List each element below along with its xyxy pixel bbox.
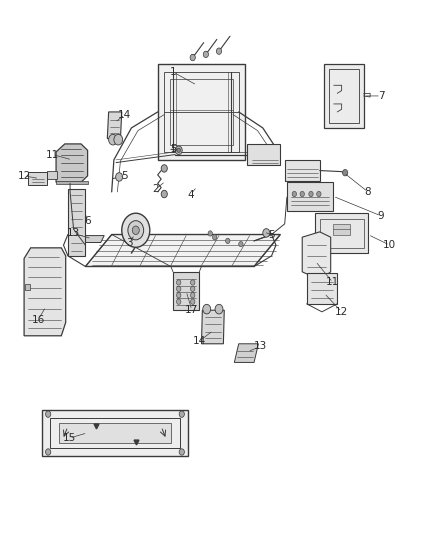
Text: 2: 2 [152,184,159,194]
Circle shape [122,213,150,247]
Circle shape [191,299,195,304]
Circle shape [177,293,181,298]
Circle shape [175,146,182,155]
Circle shape [114,134,123,145]
Circle shape [226,238,230,244]
Text: 11: 11 [326,278,339,287]
Circle shape [190,54,195,61]
Text: 5: 5 [268,230,275,239]
Text: 6: 6 [84,216,91,226]
Circle shape [239,241,243,247]
Circle shape [46,449,51,455]
Polygon shape [42,410,188,456]
Polygon shape [234,344,258,362]
Circle shape [161,165,167,172]
Polygon shape [173,272,199,310]
Text: 14: 14 [193,336,206,346]
Circle shape [177,280,181,285]
Text: 13: 13 [67,229,80,238]
Circle shape [191,293,195,298]
Text: 12: 12 [335,307,348,317]
Circle shape [191,280,195,285]
Circle shape [179,449,184,455]
Text: 4: 4 [187,190,194,199]
Circle shape [191,286,195,292]
Polygon shape [158,64,245,160]
Text: 9: 9 [378,211,385,221]
Circle shape [177,286,181,292]
Circle shape [208,231,212,236]
Text: 14: 14 [118,110,131,119]
Text: 17: 17 [185,305,198,315]
Text: 7: 7 [378,91,385,101]
Circle shape [317,191,321,197]
Polygon shape [56,181,88,184]
Polygon shape [201,310,224,344]
Circle shape [177,299,181,304]
Text: 1: 1 [170,67,177,77]
Circle shape [300,191,304,197]
Circle shape [116,173,123,181]
Circle shape [215,304,223,314]
Text: 12: 12 [18,171,31,181]
Text: 16: 16 [32,315,45,325]
Circle shape [343,169,348,176]
Circle shape [109,134,117,145]
Circle shape [292,191,297,197]
Polygon shape [24,248,66,336]
Polygon shape [324,64,364,128]
Polygon shape [25,284,30,290]
Text: 8: 8 [364,187,371,197]
Circle shape [212,235,217,240]
Circle shape [216,48,222,54]
Polygon shape [247,144,280,165]
Polygon shape [47,171,57,179]
Circle shape [177,148,180,152]
Circle shape [263,229,270,237]
Text: 11: 11 [46,150,59,159]
Polygon shape [82,236,104,243]
Text: 3: 3 [126,238,133,247]
Circle shape [128,221,144,240]
Polygon shape [56,144,88,182]
Polygon shape [85,235,280,266]
Polygon shape [333,224,350,235]
Text: 5: 5 [170,144,177,154]
Circle shape [161,190,167,198]
Polygon shape [59,423,171,443]
Text: 15: 15 [63,433,76,443]
Polygon shape [287,182,333,211]
Text: 13: 13 [254,342,267,351]
Circle shape [309,191,313,197]
Circle shape [46,411,51,417]
Circle shape [132,226,139,235]
Polygon shape [302,232,331,280]
Polygon shape [307,273,337,304]
Circle shape [179,411,184,417]
Polygon shape [315,213,368,253]
Circle shape [203,304,211,314]
Polygon shape [285,160,320,181]
Text: 5: 5 [121,171,128,181]
Polygon shape [107,112,122,139]
Text: 10: 10 [383,240,396,250]
Polygon shape [68,189,85,256]
Polygon shape [28,172,47,185]
Circle shape [203,51,208,58]
